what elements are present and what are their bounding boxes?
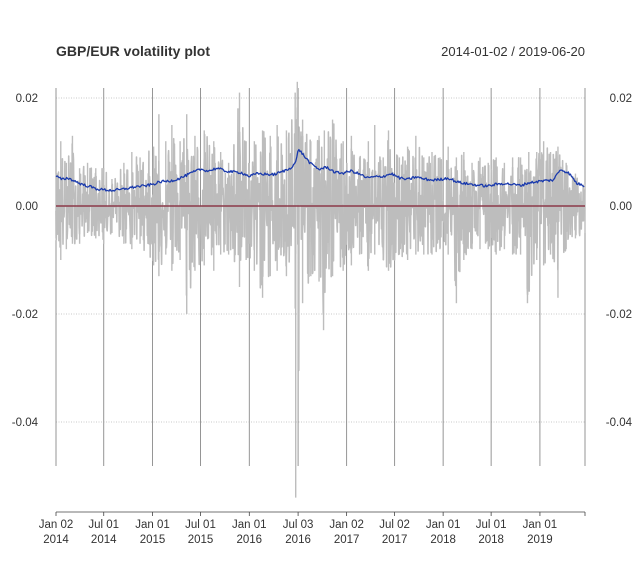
y-tick-label-left-2: -0.02	[12, 309, 38, 321]
x-tick-year-7: 2017	[382, 534, 408, 546]
x-tick-year-9: 2018	[478, 534, 504, 546]
x-tick-label-3: Jul 01	[185, 519, 216, 531]
volatility-line	[55, 148, 585, 192]
x-tick-label-1: Jul 01	[88, 519, 119, 531]
x-tick-year-4: 2016	[237, 534, 263, 546]
return-spikes	[55, 81, 586, 498]
x-tick-label-0: Jan 02	[39, 519, 74, 531]
grid	[55, 88, 586, 466]
x-tick-label-2: Jan 01	[135, 519, 170, 531]
x-tick-year-2: 2015	[140, 534, 166, 546]
x-tick-label-4: Jan 01	[232, 519, 267, 531]
axes: 0.02 0.02 0.00 0.00 -0.02 -0.02 -0.04 -0.04 Jan …	[12, 93, 633, 546]
y-tick-label-right-0: 0.02	[610, 93, 632, 105]
y-tick-label-left-3: -0.04	[12, 417, 39, 429]
x-tick-year-0: 2014	[43, 534, 69, 546]
x-tick-label-9: Jul 01	[476, 519, 507, 531]
x-tick-year-1: 2014	[91, 534, 117, 546]
x-tick-label-6: Jan 02	[329, 519, 364, 531]
date-range-label: 2014-01-02 / 2019-06-20	[441, 44, 585, 59]
y-tick-label-right-2: -0.02	[606, 309, 632, 321]
chart-title: GBP/EUR volatility plot	[56, 43, 210, 59]
x-tick-label-5: Jul 03	[283, 519, 314, 531]
y-tick-label-right-3: -0.04	[606, 417, 633, 429]
y-tick-label-left-0: 0.02	[16, 93, 38, 105]
x-tick-year-6: 2017	[334, 534, 360, 546]
x-tick-year-3: 2015	[188, 534, 214, 546]
returns-series	[55, 107, 586, 372]
x-tick-year-10: 2019	[527, 534, 553, 546]
x-tick-label-7: Jul 02	[379, 519, 410, 531]
x-tick-label-10: Jan 01	[523, 519, 558, 531]
y-tick-label-left-1: 0.00	[16, 201, 38, 213]
y-tick-label-right-1: 0.00	[610, 201, 632, 213]
x-tick-year-5: 2016	[285, 534, 311, 546]
x-tick-label-8: Jan 01	[426, 519, 461, 531]
x-tick-year-8: 2018	[430, 534, 456, 546]
plot-series	[55, 81, 586, 498]
